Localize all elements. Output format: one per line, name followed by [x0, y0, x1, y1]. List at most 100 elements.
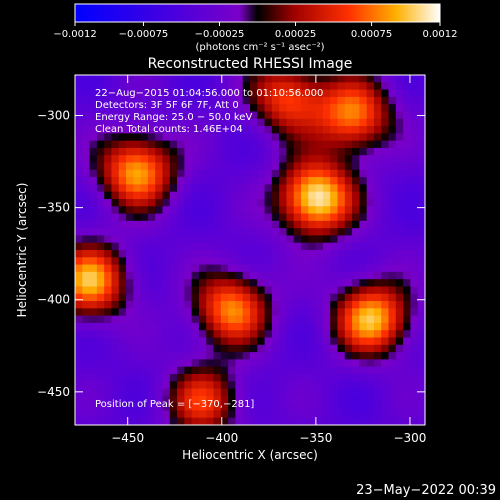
heatmap-cell: [162, 235, 171, 244]
heatmap-cell: [220, 344, 229, 353]
heatmap-cell: [271, 271, 280, 280]
heatmap-cell: [264, 184, 273, 193]
heatmap-cell: [250, 322, 258, 331]
heatmap-cell: [96, 359, 105, 368]
heatmap-cell: [242, 301, 251, 309]
heatmap-cell: [228, 337, 236, 346]
heatmap-cell: [301, 264, 309, 273]
heatmap-cell: [315, 169, 324, 178]
heatmap-cell: [410, 235, 419, 244]
heatmap-cell: [235, 147, 244, 156]
heatmap-cell: [228, 213, 236, 222]
heatmap-cell: [228, 104, 236, 112]
heatmap-cell: [403, 330, 411, 338]
heatmap-cell: [147, 293, 156, 302]
heatmap-cell: [111, 184, 120, 193]
heatmap-cell: [388, 301, 397, 309]
heatmap-cell: [315, 198, 324, 207]
heatmap-cell: [395, 133, 404, 142]
heatmap-cell: [235, 191, 244, 200]
heatmap-cell: [388, 126, 397, 134]
heatmap-cell: [228, 140, 236, 149]
heatmap-cell: [308, 213, 317, 222]
heatmap-cell: [359, 96, 368, 105]
heatmap-cell: [264, 286, 273, 295]
heatmap-cell: [147, 184, 156, 193]
heatmap-cell: [330, 344, 338, 353]
heatmap-cell: [198, 381, 207, 389]
annotation-detectors: Detectors: 3F 5F 6F 7F, Att 0: [95, 100, 239, 111]
heatmap-cell: [403, 82, 411, 90]
heatmap-cell: [140, 82, 149, 90]
heatmap-cell: [235, 366, 244, 375]
heatmap-cell: [250, 373, 258, 382]
heatmap-cell: [206, 388, 214, 397]
heatmap-cell: [388, 315, 397, 324]
heatmap-cell: [82, 235, 90, 244]
heatmap-cell: [322, 191, 331, 200]
heatmap-cell: [206, 279, 214, 287]
heatmap-cell: [293, 337, 302, 346]
heatmap-cell: [381, 206, 389, 214]
heatmap-cell: [220, 206, 229, 214]
heatmap-cell: [381, 264, 389, 273]
heatmap-cell: [242, 242, 251, 251]
heatmap-cell: [293, 147, 302, 156]
heatmap-cell: [235, 206, 244, 214]
heatmap-cell: [359, 118, 368, 127]
heatmap-cell: [279, 111, 287, 120]
heatmap-cell: [118, 184, 127, 193]
heatmap-cell: [381, 395, 389, 404]
heatmap-cell: [184, 271, 193, 280]
heatmap-cell: [308, 96, 317, 105]
heatmap-cell: [381, 191, 389, 200]
heatmap-cell: [147, 75, 156, 83]
heatmap-cell: [417, 395, 425, 404]
heatmap-cell: [75, 308, 83, 317]
heatmap-cell: [206, 271, 214, 280]
colorbar: [74, 3, 441, 23]
heatmap-cell: [191, 126, 200, 134]
heatmap-cell: [381, 220, 389, 229]
heatmap-cell: [322, 264, 331, 273]
heatmap-cell: [213, 388, 222, 397]
heatmap-cell: [403, 410, 411, 419]
heatmap-cell: [96, 191, 105, 200]
heatmap-cell: [417, 155, 425, 163]
heatmap-cell: [133, 257, 142, 265]
heatmap-cell: [126, 293, 134, 302]
heatmap-cell: [322, 133, 331, 142]
heatmap-cell: [352, 96, 360, 105]
heatmap-cell: [133, 184, 142, 193]
heatmap-cell: [410, 140, 419, 149]
heatmap-cell: [235, 75, 244, 83]
heatmap-cell: [177, 162, 185, 171]
heatmap-cell: [330, 250, 338, 258]
heatmap-cell: [250, 75, 258, 83]
heatmap-cell: [395, 330, 404, 338]
heatmap-cell: [417, 220, 425, 229]
heatmap-cell: [417, 417, 425, 425]
heatmap-cell: [228, 381, 236, 389]
heatmap-cell: [111, 264, 120, 273]
heatmap-cell: [417, 337, 425, 346]
heatmap-cell: [111, 337, 120, 346]
heatmap-cell: [155, 206, 163, 214]
heatmap-cell: [147, 206, 156, 214]
heatmap-cell: [388, 395, 397, 404]
colorbar-tick-label: 0.00025: [275, 29, 316, 40]
heatmap-cell: [388, 133, 397, 142]
heatmap-cell: [235, 388, 244, 397]
heatmap-cell: [140, 373, 149, 382]
heatmap-cell: [315, 96, 324, 105]
heatmap-cell: [373, 279, 382, 287]
heatmap-cell: [177, 279, 185, 287]
heatmap-cell: [96, 213, 105, 222]
heatmap-cell: [177, 344, 185, 353]
heatmap-cell: [213, 381, 222, 389]
heatmap-cell: [147, 126, 156, 134]
heatmap-cell: [118, 344, 127, 353]
heatmap-cell: [75, 403, 83, 411]
heatmap-cell: [330, 118, 338, 127]
heatmap-cell: [228, 417, 236, 425]
